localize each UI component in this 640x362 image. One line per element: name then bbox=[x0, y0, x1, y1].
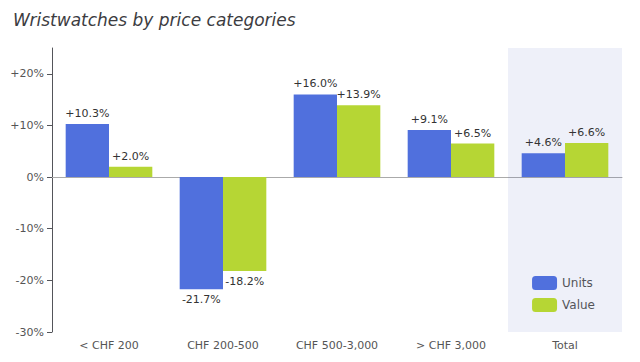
svg-text:Units: Units bbox=[562, 276, 593, 290]
svg-text:+2.0%: +2.0% bbox=[112, 150, 149, 163]
svg-text:-18.2%: -18.2% bbox=[225, 275, 264, 288]
svg-text:+13.9%: +13.9% bbox=[337, 88, 381, 101]
svg-text:CHF 200-500: CHF 200-500 bbox=[187, 339, 259, 352]
svg-text:+4.6%: +4.6% bbox=[525, 136, 562, 149]
svg-text:+9.1%: +9.1% bbox=[411, 113, 448, 126]
svg-text:+10.3%: +10.3% bbox=[65, 107, 109, 120]
svg-text:+16.0%: +16.0% bbox=[293, 77, 337, 90]
svg-text:Value: Value bbox=[562, 298, 595, 312]
svg-text:> CHF 3,000: > CHF 3,000 bbox=[416, 339, 486, 352]
svg-text:-21.7%: -21.7% bbox=[182, 293, 221, 306]
svg-text:-30%: -30% bbox=[16, 326, 44, 339]
svg-text:+10%: +10% bbox=[10, 119, 44, 132]
svg-text:+6.5%: +6.5% bbox=[454, 127, 491, 140]
svg-text:CHF 500-3,000: CHF 500-3,000 bbox=[296, 339, 378, 352]
svg-text:-20%: -20% bbox=[16, 274, 44, 287]
svg-text:+6.6%: +6.6% bbox=[568, 126, 605, 139]
svg-text:Total: Total bbox=[551, 339, 578, 352]
svg-text:-10%: -10% bbox=[16, 222, 44, 235]
svg-text:+20%: +20% bbox=[10, 67, 44, 80]
svg-text:0%: 0% bbox=[27, 171, 44, 184]
svg-text:< CHF 200: < CHF 200 bbox=[79, 339, 139, 352]
svg-text:Wristwatches by price categori: Wristwatches by price categories bbox=[13, 10, 296, 30]
